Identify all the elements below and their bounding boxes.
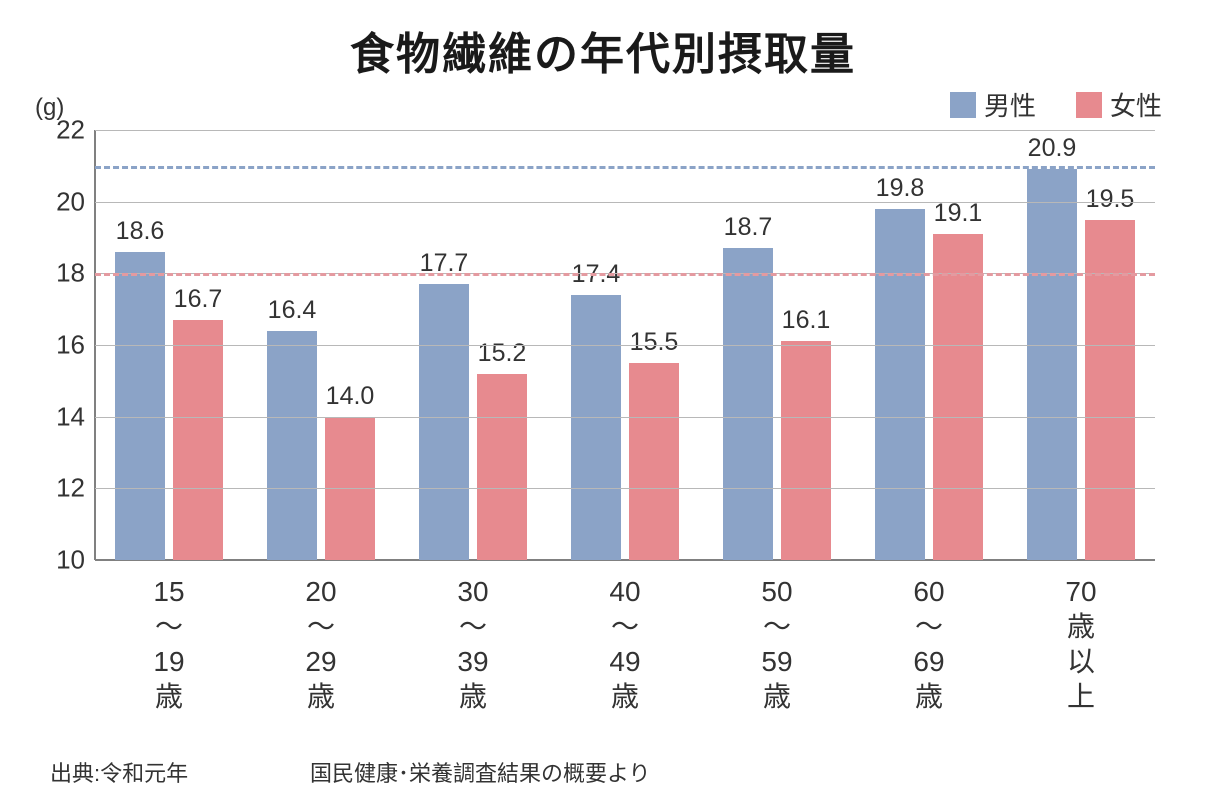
x-tick-label: 40 〜 49 歳	[609, 574, 640, 714]
chart-title: 食物繊維の年代別摂取量	[0, 0, 1206, 82]
bar-value-label: 18.6	[116, 217, 165, 246]
bar-value-label: 16.7	[174, 285, 223, 314]
bar: 19.5	[1085, 220, 1135, 560]
bar-value-label: 19.8	[876, 174, 925, 203]
bar-value-label: 19.1	[934, 199, 983, 228]
bar-value-label: 15.5	[630, 328, 679, 357]
legend-label: 女性	[1110, 86, 1162, 123]
gridline	[95, 345, 1155, 346]
plot-area: 18.616.716.414.017.715.217.415.518.716.1…	[95, 130, 1155, 560]
legend-item: 男性	[950, 86, 1036, 123]
bar-value-label: 14.0	[326, 382, 375, 411]
x-tick-label: 15 〜 19 歳	[153, 574, 184, 714]
bar-value-label: 16.4	[268, 296, 317, 325]
y-tick-label: 22	[56, 115, 85, 146]
y-tick-label: 10	[56, 545, 85, 576]
bar: 19.8	[875, 209, 925, 560]
legend-swatch	[950, 92, 976, 118]
bar: 18.6	[115, 252, 165, 560]
bar: 20.9	[1027, 169, 1077, 560]
bar-value-label: 19.5	[1086, 185, 1135, 214]
y-tick-label: 20	[56, 186, 85, 217]
bar: 19.1	[933, 234, 983, 560]
reference-line	[95, 273, 1155, 276]
bar-value-label: 15.2	[478, 339, 527, 368]
bar: 15.2	[477, 374, 527, 560]
source-left: 出典:令和元年	[50, 756, 188, 788]
x-tick-label: 60 〜 69 歳	[913, 574, 944, 714]
y-tick-label: 16	[56, 330, 85, 361]
x-tick-label: 70 歳 以 上	[1065, 574, 1096, 714]
bar: 17.7	[419, 284, 469, 560]
legend-item: 女性	[1076, 86, 1162, 123]
bar-value-label: 16.1	[782, 306, 831, 335]
gridline	[95, 130, 1155, 131]
x-tick-label: 50 〜 59 歳	[761, 574, 792, 714]
x-tick-label: 30 〜 39 歳	[457, 574, 488, 714]
bar: 16.7	[173, 320, 223, 560]
gridline	[95, 488, 1155, 489]
source-right: 国民健康･栄養調査結果の概要より	[310, 756, 651, 788]
legend-swatch	[1076, 92, 1102, 118]
x-tick-label: 20 〜 29 歳	[305, 574, 336, 714]
y-tick-label: 14	[56, 401, 85, 432]
y-tick-label: 18	[56, 258, 85, 289]
y-tick-label: 12	[56, 473, 85, 504]
gridline	[95, 202, 1155, 203]
bar: 16.4	[267, 331, 317, 560]
bar: 18.7	[723, 248, 773, 560]
bar-value-label: 20.9	[1028, 134, 1077, 163]
legend: 男性 女性	[950, 86, 1162, 123]
legend-label: 男性	[984, 86, 1036, 123]
bar-value-label: 18.7	[724, 213, 773, 242]
gridline	[95, 417, 1155, 418]
bar: 17.4	[571, 295, 621, 560]
bar: 15.5	[629, 363, 679, 560]
bar: 16.1	[781, 341, 831, 560]
reference-line	[95, 166, 1155, 169]
